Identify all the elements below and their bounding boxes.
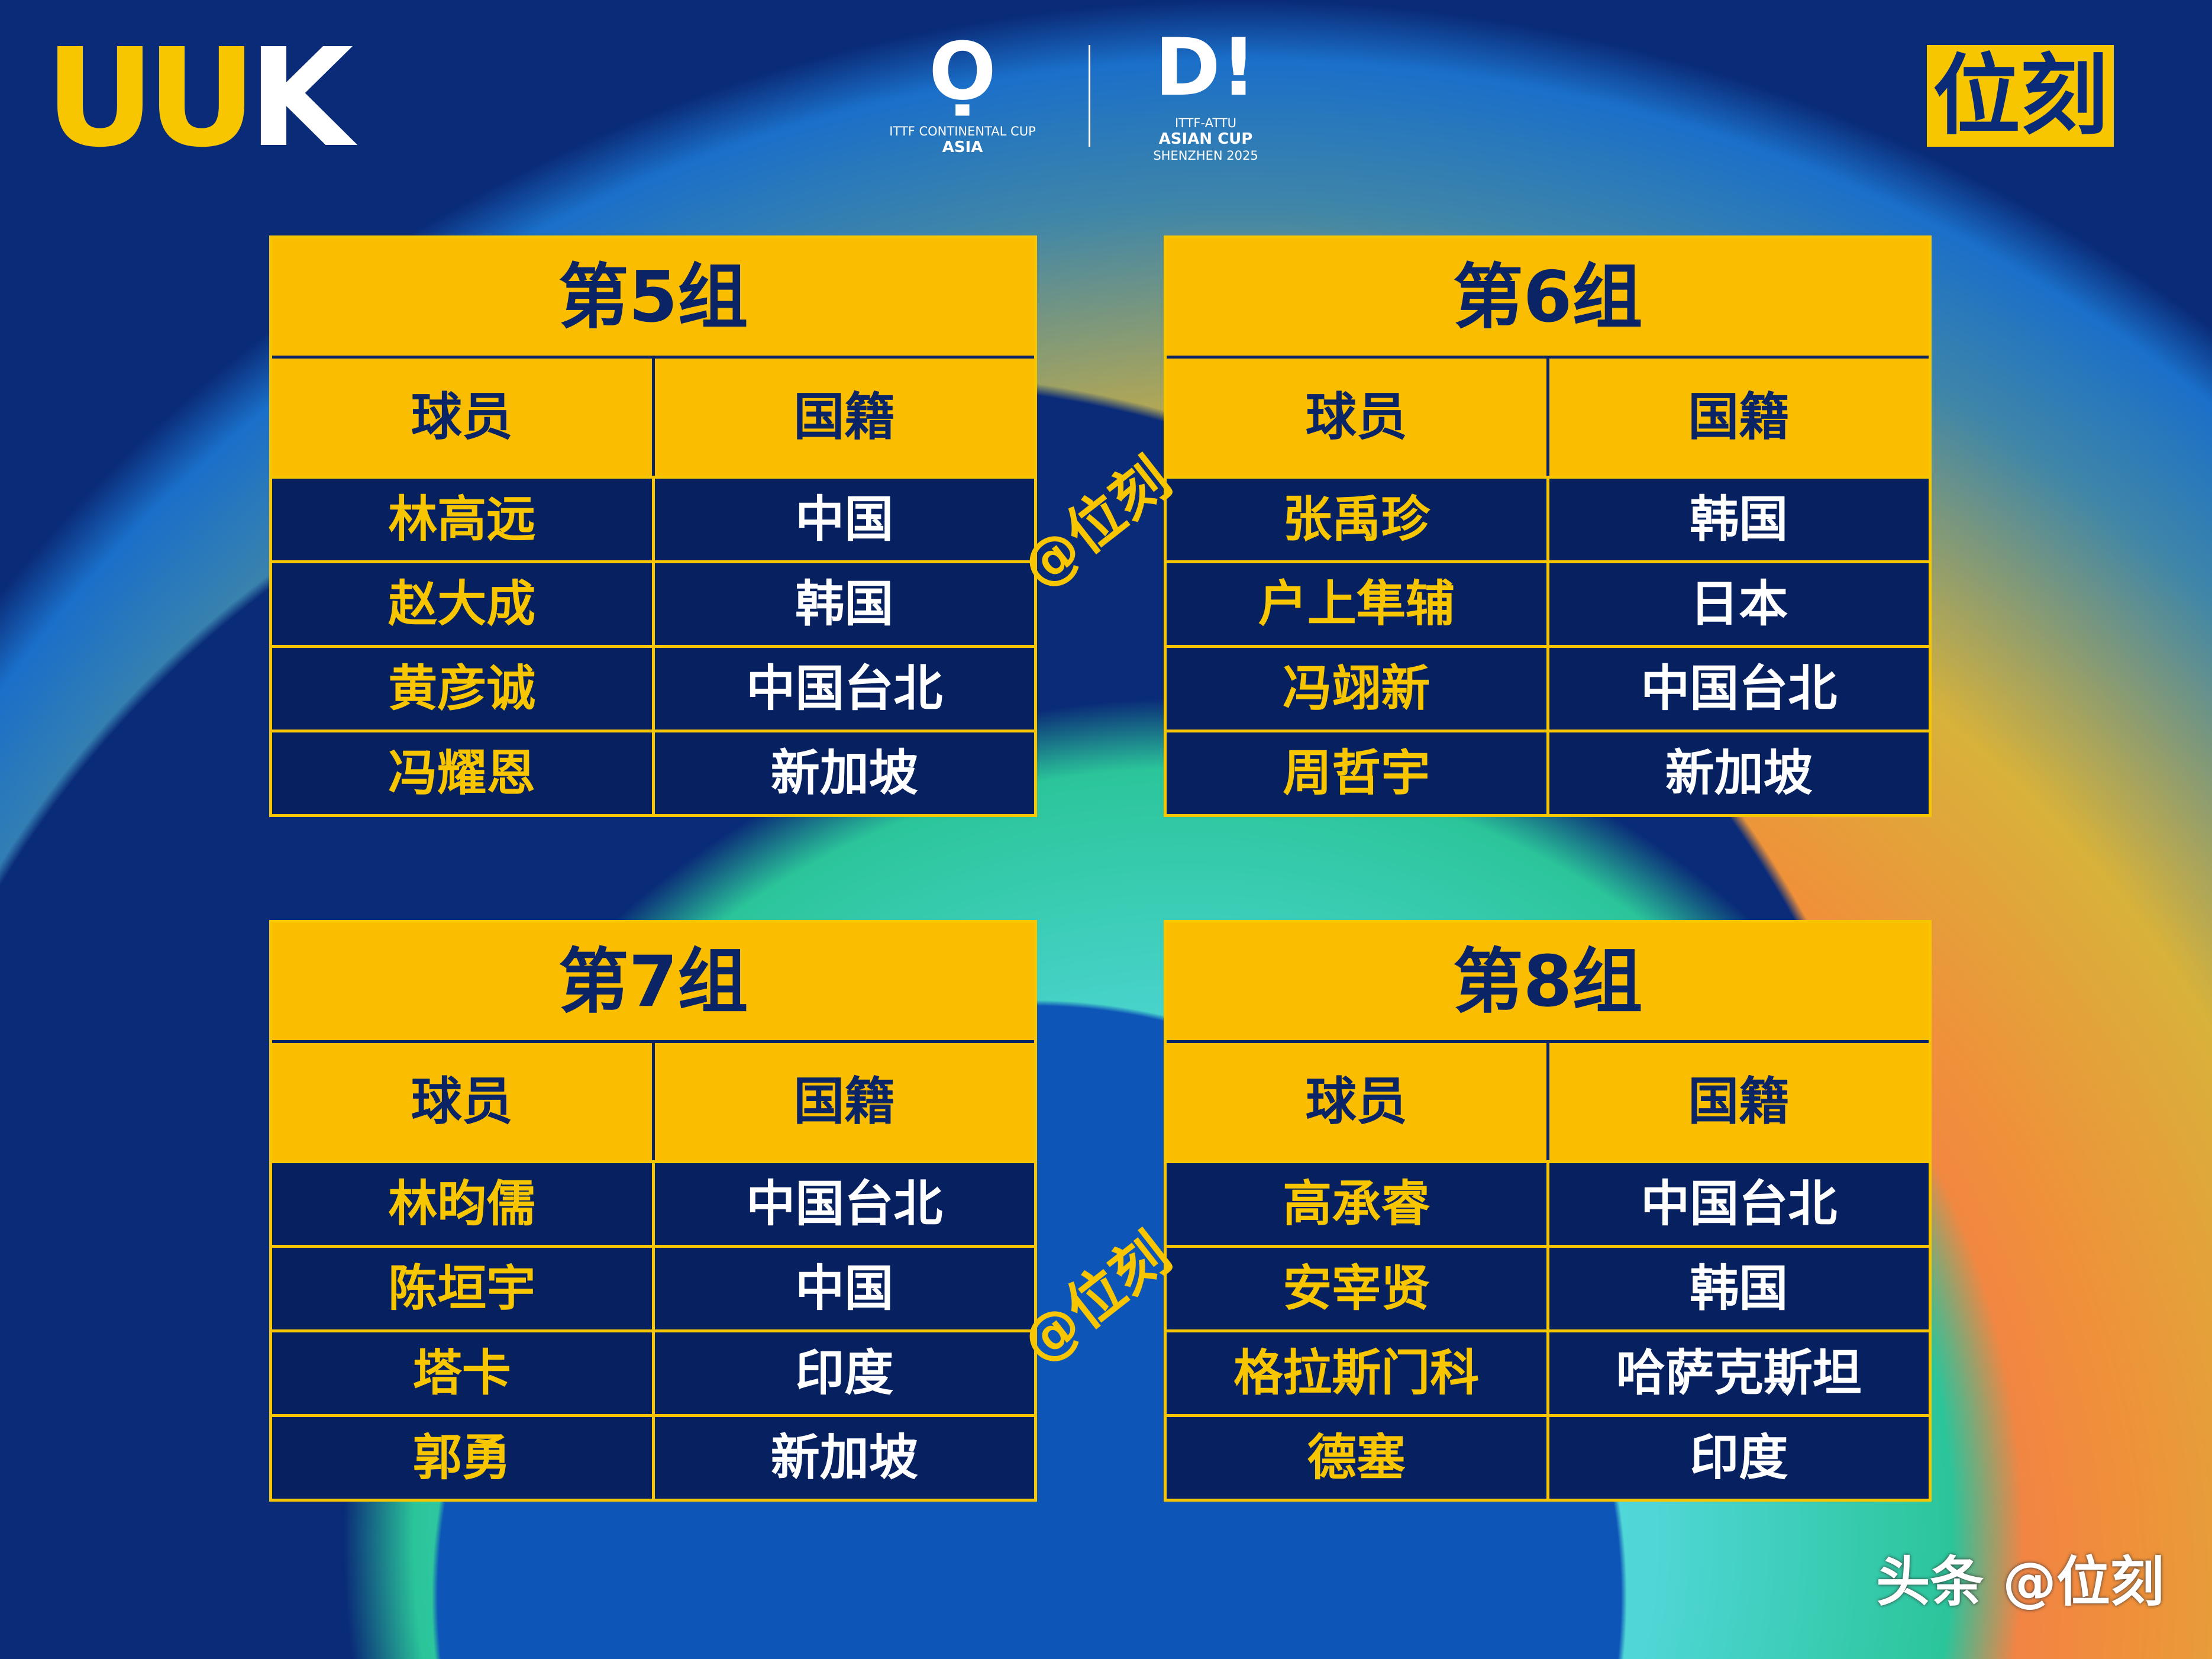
- header-nationality: 国籍: [1688, 388, 1790, 447]
- player-name: 格拉斯门科: [1167, 1332, 1549, 1414]
- table-row: 周哲宇 新加坡: [1167, 730, 1929, 814]
- player-name: 塔卡: [272, 1332, 655, 1414]
- uuk-logo: UUK: [45, 20, 353, 177]
- group-table: 第5组 球员 国籍 林高远 中国 赵大成 韩国 黄彦诚 中国台北 冯耀恩 新加坡: [269, 235, 1037, 817]
- table-row: 赵大成 韩国: [272, 560, 1034, 645]
- player-name: 林高远: [272, 479, 655, 560]
- asian-cup-logo: D! ITTF-ATTU ASIAN CUP SHENZHEN 2025: [1128, 20, 1283, 163]
- player-nationality: 日本: [1690, 575, 1788, 632]
- player-nationality: 新加坡: [1665, 744, 1813, 802]
- player-name: 冯耀恩: [272, 732, 655, 814]
- player-name: 陈垣宇: [272, 1248, 655, 1329]
- player-nationality: 中国: [795, 490, 894, 548]
- player-name: 赵大成: [272, 563, 655, 645]
- group-title: 第7组: [272, 923, 1034, 1043]
- group-table: 第6组 球员 国籍 张禹珍 韩国 户上隼辅 日本 冯翊新 中国台北 周哲宇 新加…: [1164, 235, 1932, 817]
- asian-cup-line1: ITTF-ATTU: [1174, 116, 1237, 130]
- table-row: 塔卡 印度: [272, 1329, 1034, 1414]
- player-nationality: 中国台北: [746, 660, 943, 717]
- table-row: 冯翊新 中国台北: [1167, 645, 1929, 730]
- table-row: 德塞 印度: [1167, 1414, 1929, 1499]
- player-name: 户上隼辅: [1167, 563, 1549, 645]
- player-nationality: 中国台北: [1641, 1175, 1838, 1232]
- player-name: 冯翊新: [1167, 648, 1549, 730]
- table-header: 球员 国籍: [272, 1043, 1034, 1160]
- player-name: 林昀儒: [272, 1163, 655, 1245]
- table-row: 安宰贤 韩国: [1167, 1245, 1929, 1329]
- header-player: 球员: [1167, 359, 1549, 476]
- header-nationality: 国籍: [1688, 1072, 1790, 1131]
- player-nationality: 新加坡: [770, 1429, 918, 1486]
- footer-credit: 头条 @位刻: [1876, 1551, 2164, 1613]
- player-name: 周哲宇: [1167, 732, 1549, 814]
- player-name: 张禹珍: [1167, 479, 1549, 560]
- header-player: 球员: [272, 359, 655, 476]
- player-nationality: 印度: [795, 1344, 894, 1402]
- player-nationality: 中国台北: [746, 1175, 943, 1232]
- logo-divider: [1089, 45, 1090, 147]
- ittf-logo-line2: ASIA: [942, 138, 983, 156]
- player-nationality: 韩国: [1690, 490, 1788, 548]
- header-nationality: 国籍: [793, 1072, 896, 1131]
- table-row: 高承睿 中国台北: [1167, 1160, 1929, 1245]
- player-name: 德塞: [1167, 1417, 1549, 1499]
- player-nationality: 韩国: [795, 575, 894, 632]
- player-nationality: 哈萨克斯坦: [1616, 1344, 1862, 1402]
- table-row: 郭勇 新加坡: [272, 1414, 1034, 1499]
- event-logos: Ọ ITTF CONTINENTAL CUP ASIA D! ITTF-ATTU…: [874, 20, 1297, 182]
- player-nationality: 中国: [795, 1260, 894, 1317]
- asian-cup-line3: SHENZHEN 2025: [1153, 149, 1258, 163]
- table-row: 林昀儒 中国台北: [272, 1160, 1034, 1245]
- header-player: 球员: [1167, 1043, 1549, 1160]
- player-nationality: 印度: [1690, 1429, 1788, 1486]
- player-nationality: 韩国: [1690, 1260, 1788, 1317]
- weike-logo: 位刻: [1927, 45, 2114, 147]
- player-name: 郭勇: [272, 1417, 655, 1499]
- table-row: 林高远 中国: [272, 476, 1034, 560]
- exclamation-mark-icon: D!: [1154, 21, 1257, 114]
- table-header: 球员 国籍: [272, 359, 1034, 476]
- group-table: 第8组 球员 国籍 高承睿 中国台北 安宰贤 韩国 格拉斯门科 哈萨克斯坦 德塞…: [1164, 920, 1932, 1502]
- table-row: 黄彦诚 中国台北: [272, 645, 1034, 730]
- player-nationality: 中国台北: [1641, 660, 1838, 717]
- player-nationality: 新加坡: [770, 744, 918, 802]
- paddle-icon: Ọ: [929, 25, 996, 118]
- table-header: 球员 国籍: [1167, 359, 1929, 476]
- table-header: 球员 国籍: [1167, 1043, 1929, 1160]
- table-row: 陈垣宇 中国: [272, 1245, 1034, 1329]
- table-row: 户上隼辅 日本: [1167, 560, 1929, 645]
- player-name: 高承睿: [1167, 1163, 1549, 1245]
- table-row: 冯耀恩 新加坡: [272, 730, 1034, 814]
- table-row: 张禹珍 韩国: [1167, 476, 1929, 560]
- table-row: 格拉斯门科 哈萨克斯坦: [1167, 1329, 1929, 1414]
- ittf-logo-line1: ITTF CONTINENTAL CUP: [889, 124, 1036, 138]
- header-nationality: 国籍: [793, 388, 896, 447]
- group-title: 第8组: [1167, 923, 1929, 1043]
- header-player: 球员: [272, 1043, 655, 1160]
- group-title: 第5组: [272, 238, 1034, 359]
- asian-cup-line2: ASIAN CUP: [1158, 130, 1253, 148]
- group-table: 第7组 球员 国籍 林昀儒 中国台北 陈垣宇 中国 塔卡 印度 郭勇 新加坡: [269, 920, 1037, 1502]
- player-name: 黄彦诚: [272, 648, 655, 730]
- player-name: 安宰贤: [1167, 1248, 1549, 1329]
- group-title: 第6组: [1167, 238, 1929, 359]
- ittf-logo: Ọ ITTF CONTINENTAL CUP ASIA: [874, 20, 1051, 156]
